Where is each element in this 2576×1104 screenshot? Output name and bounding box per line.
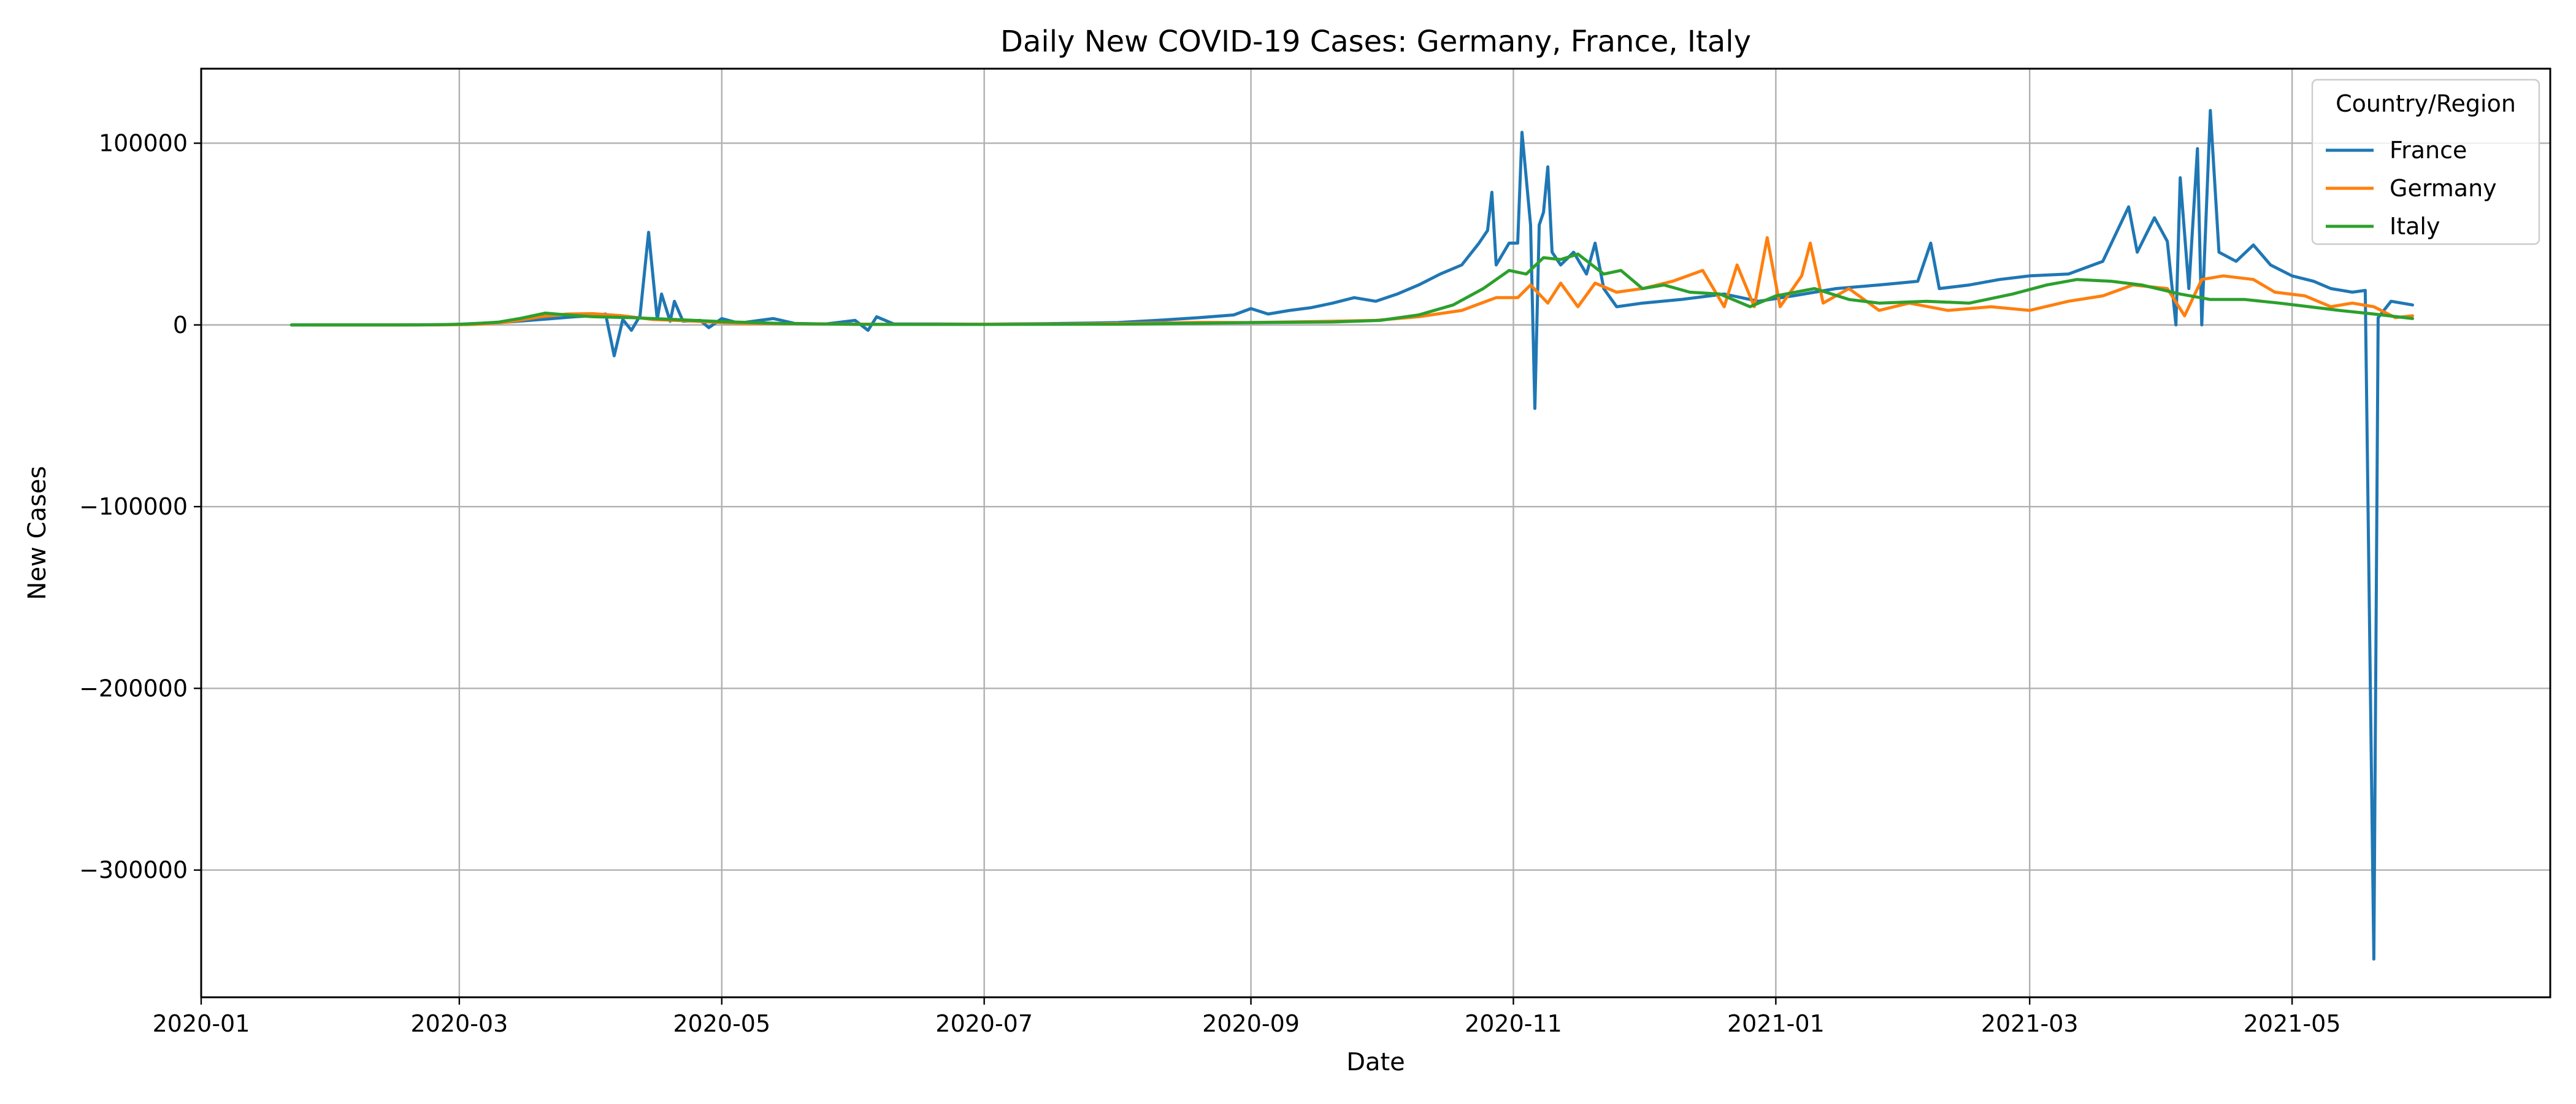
y-tick-label: 0 [173, 312, 188, 339]
legend-label-france: France [2390, 137, 2467, 164]
x-tick-label: 2021-05 [2244, 1010, 2341, 1037]
legend-box [2311, 79, 2540, 245]
plot-area-frame [200, 67, 2551, 999]
legend-title: Country/Region [2336, 90, 2516, 117]
x-tick-label: 2020-07 [935, 1010, 1033, 1037]
legend-label-italy: Italy [2390, 213, 2440, 240]
series-line-france [289, 109, 2414, 961]
x-tick-label: 2020-01 [153, 1010, 250, 1037]
x-axis-ticks: 2020-01 2020-03 2020-05 2020-07 2020-09 2020-… [153, 997, 2341, 1037]
y-tick-label: 100000 [99, 129, 188, 156]
y-tick-label: −200000 [79, 675, 188, 702]
y-tick-label: −300000 [79, 857, 188, 884]
x-tick-label: 2020-03 [410, 1010, 508, 1037]
series-line-italy [289, 252, 2414, 327]
y-tick-label: −100000 [79, 493, 188, 520]
x-tick-label: 2021-03 [1981, 1010, 2079, 1037]
x-tick-label: 2020-05 [673, 1010, 770, 1037]
y-axis-ticks: 100000 0 −100000 −200000 −300000 [79, 129, 201, 884]
x-tick-label: 2020-09 [1202, 1010, 1300, 1037]
grid [200, 69, 2550, 997]
x-tick-label: 2020-11 [1465, 1010, 1562, 1037]
legend-items: France Germany Italy [2326, 137, 2497, 240]
x-axis-label: Date [1346, 1048, 1405, 1076]
legend: Country/Region France Germany Italy [2311, 79, 2540, 245]
legend-label-germany: Germany [2390, 175, 2497, 202]
x-tick-label: 2021-01 [1727, 1010, 1825, 1037]
chart-title: Daily New COVID-19 Cases: Germany, Franc… [1000, 25, 1751, 59]
series-lines [289, 109, 2414, 961]
y-axis-label: New Cases [23, 466, 52, 600]
